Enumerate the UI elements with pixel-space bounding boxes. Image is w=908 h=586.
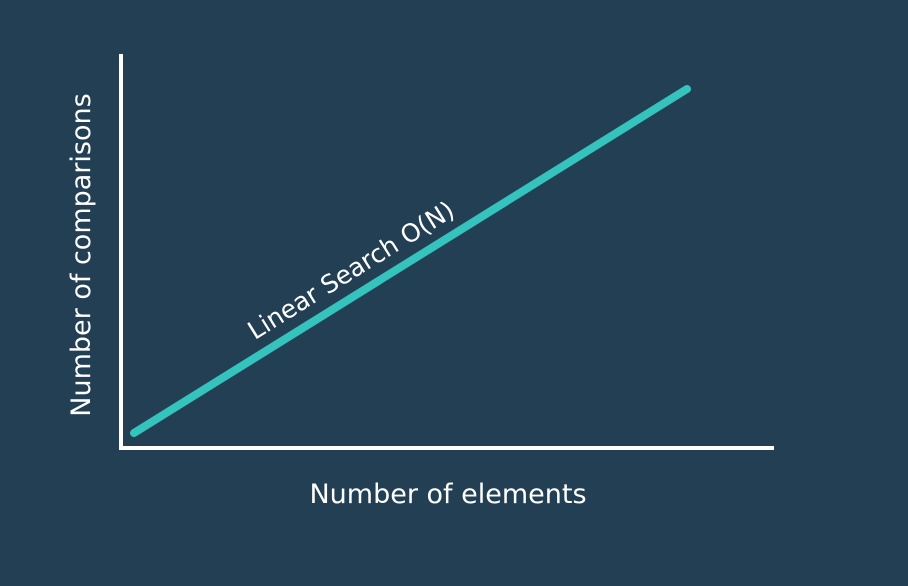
series-label: Linear Search O(N) (243, 195, 460, 345)
series-line-linear-search (130, 85, 691, 437)
series-layer: Linear Search O(N) (130, 85, 691, 437)
x-axis-title: Number of elements (309, 479, 586, 510)
y-axis-title: Number of comparisons (66, 93, 97, 416)
